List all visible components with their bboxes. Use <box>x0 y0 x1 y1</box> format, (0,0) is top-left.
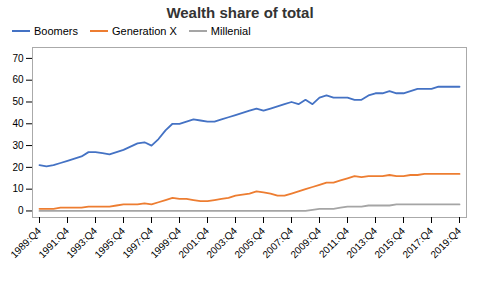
svg-text:2019:Q4: 2019:Q4 <box>428 225 463 260</box>
svg-text:2015:Q4: 2015:Q4 <box>372 225 408 261</box>
svg-text:2017:Q4: 2017:Q4 <box>400 225 436 261</box>
svg-text:2009:Q4: 2009:Q4 <box>288 225 323 260</box>
html-text:Wealth share of total: Wealth share of total <box>166 4 314 21</box>
svg-text:1991:Q4: 1991:Q4 <box>36 225 72 261</box>
svg-text:10: 10 <box>12 183 24 194</box>
svg-text:2003:Q4: 2003:Q4 <box>204 225 240 261</box>
html-text:Generation X: Generation X <box>112 25 177 37</box>
svg-text:30: 30 <box>12 140 24 151</box>
svg-text:1989:Q4: 1989:Q4 <box>8 225 44 261</box>
svg-text:2007:Q4: 2007:Q4 <box>260 225 296 261</box>
svg-text:2013:Q4: 2013:Q4 <box>344 225 380 261</box>
svg-text:1995:Q4: 1995:Q4 <box>92 225 128 261</box>
svg-text:1997:Q4: 1997:Q4 <box>120 225 156 261</box>
svg-text:2005:Q4: 2005:Q4 <box>232 225 268 261</box>
svg-text:0: 0 <box>18 205 24 216</box>
svg-text:2001:Q4: 2001:Q4 <box>176 225 212 261</box>
svg-text:1999:Q4: 1999:Q4 <box>148 225 184 261</box>
svg-text:60: 60 <box>12 74 24 85</box>
html-text:Millenial: Millenial <box>210 25 251 37</box>
svg-text:1993:Q4: 1993:Q4 <box>64 225 100 261</box>
svg-text:50: 50 <box>12 96 24 107</box>
svg-text:20: 20 <box>12 162 24 173</box>
svg-text:70: 70 <box>12 53 24 64</box>
html-text:Boomers: Boomers <box>34 25 78 37</box>
svg-text:2011:Q4: 2011:Q4 <box>316 225 352 260</box>
svg-text:40: 40 <box>12 118 24 129</box>
